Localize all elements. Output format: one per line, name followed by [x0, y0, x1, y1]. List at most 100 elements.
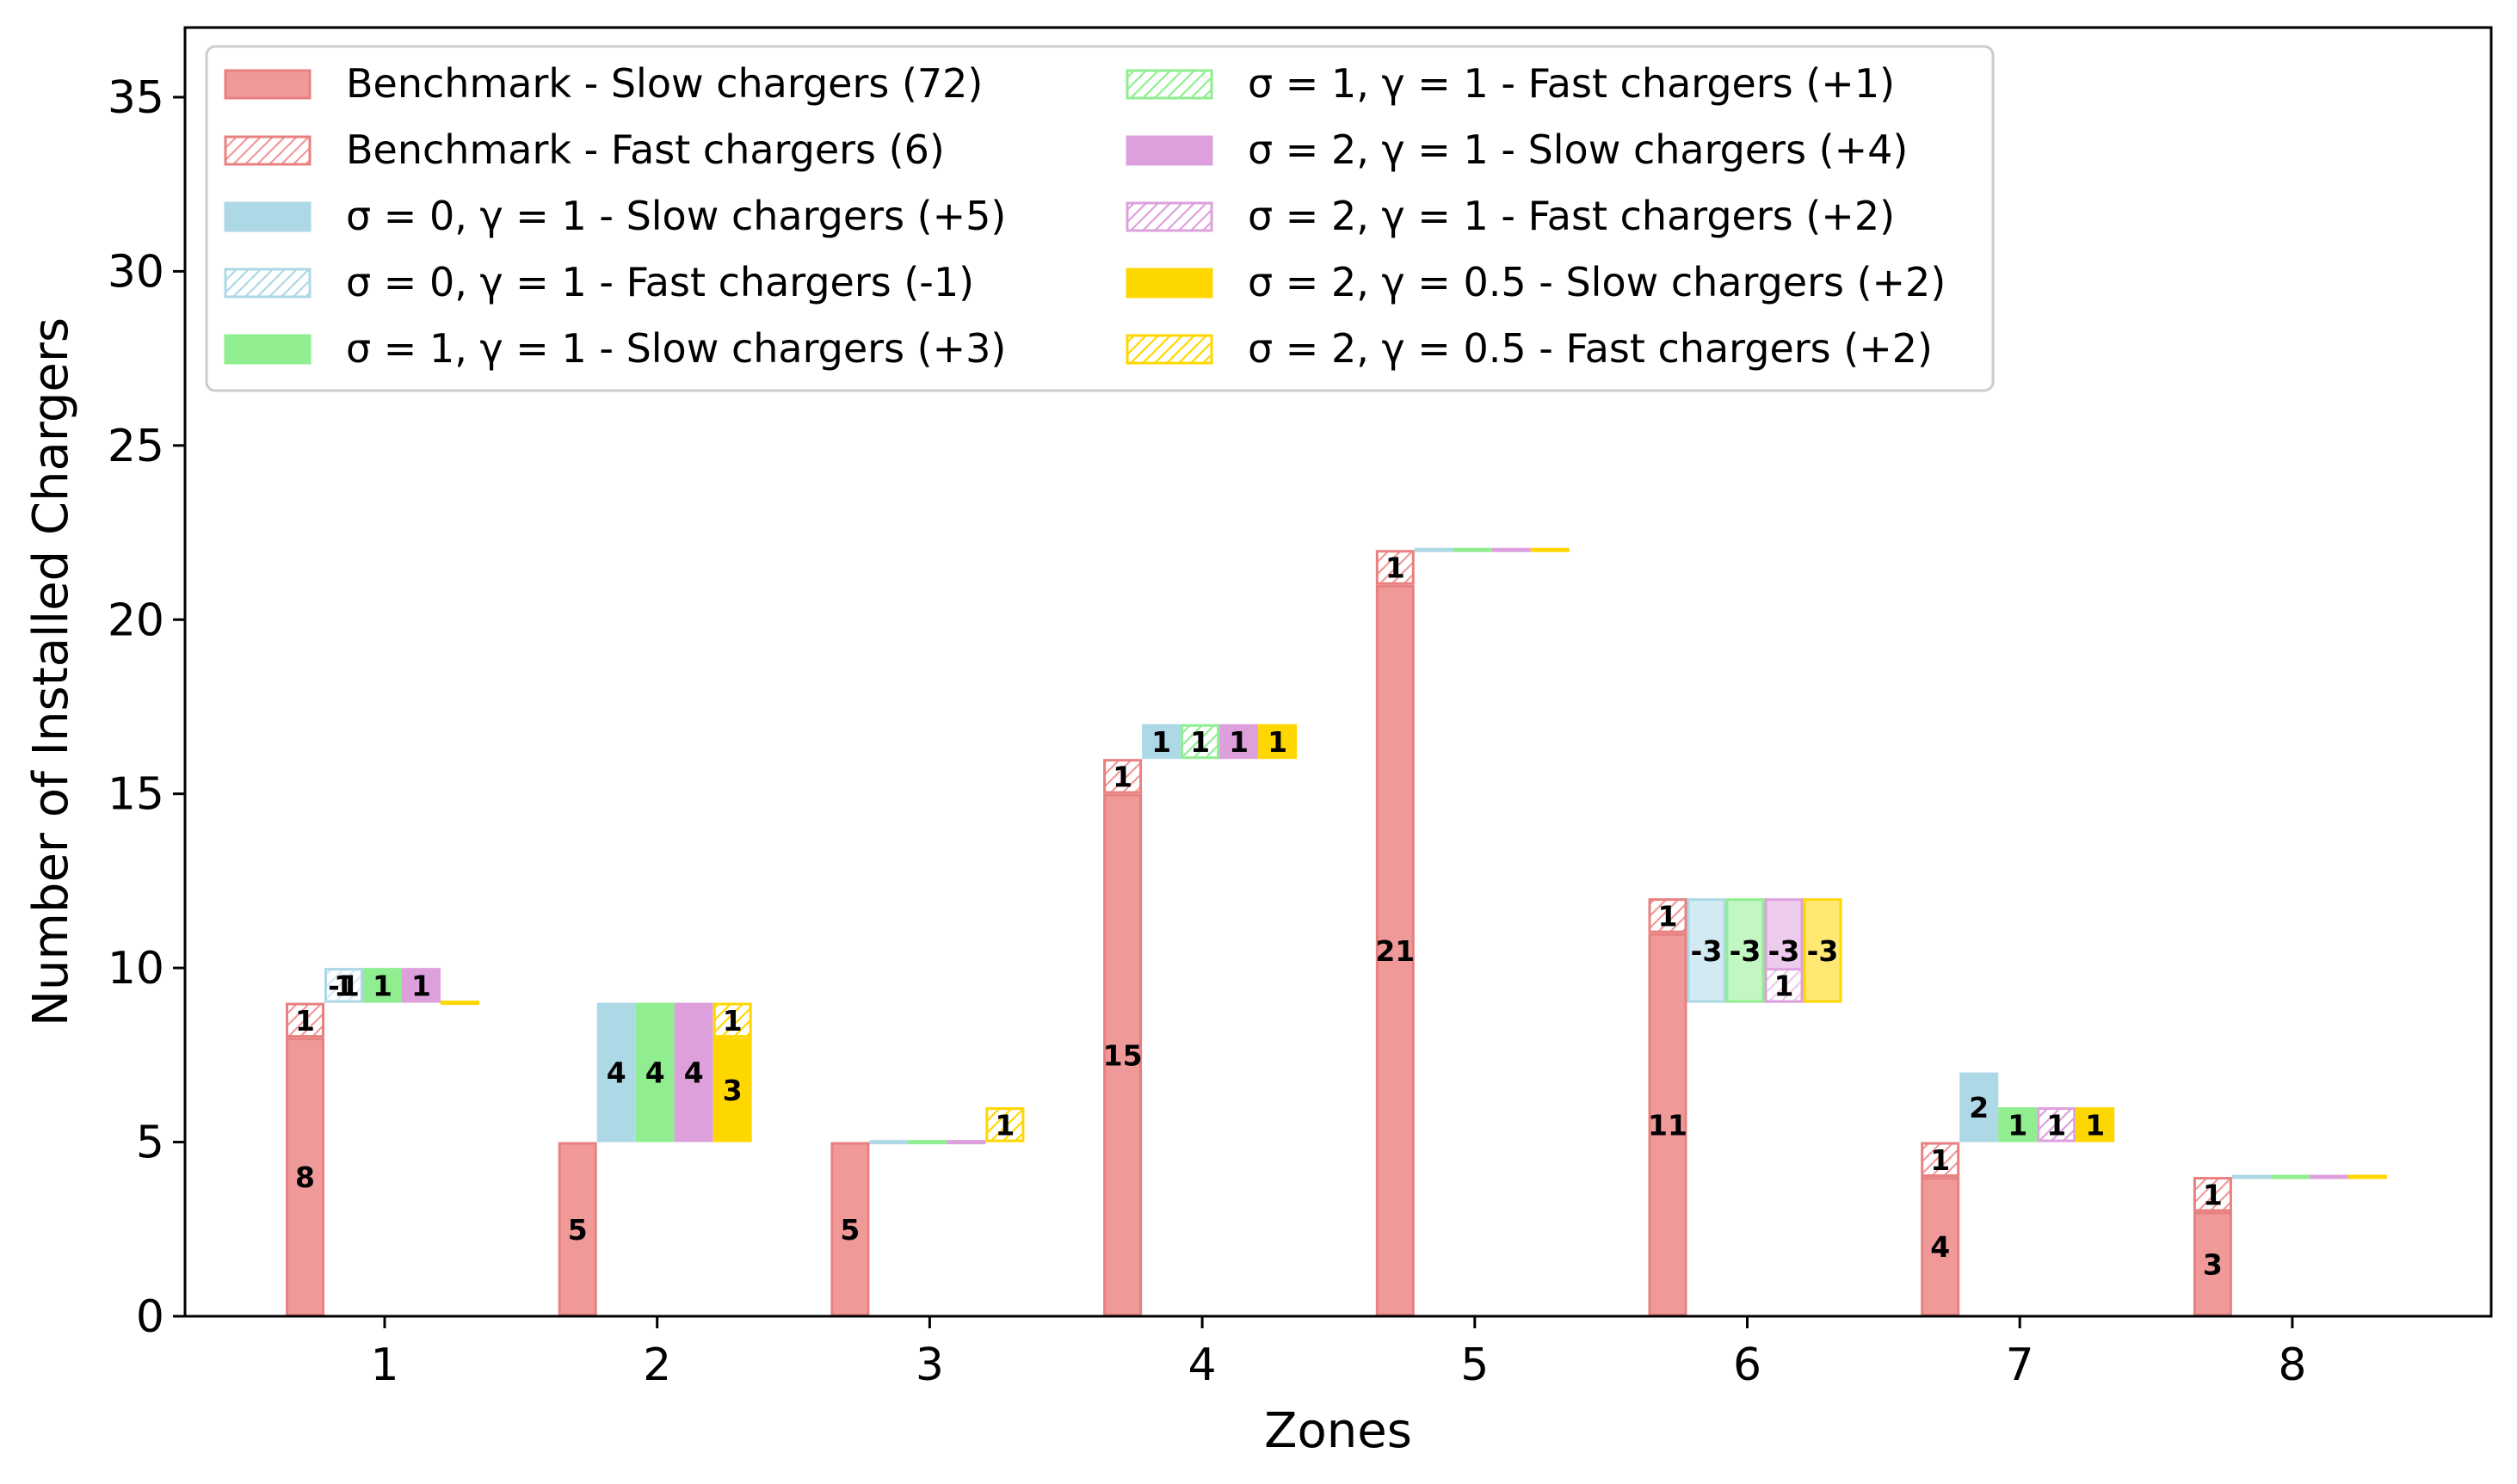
- plot-frame: [183, 26, 2493, 1318]
- y-tick-label-10: 10: [108, 943, 164, 994]
- bar-benchmark-slow-zone-7-label: 4: [1930, 1230, 1950, 1264]
- bar-benchmark-slow-zone-8-label: 3: [2203, 1247, 2223, 1281]
- bar-s0g1-slow-zone-6-label: -3: [1691, 934, 1723, 968]
- bars-layer: [286, 547, 2387, 1317]
- bar-s2g05-slow-zone-4: [1258, 724, 1298, 760]
- y-tick-label-15: 15: [108, 769, 164, 821]
- bar-s1g1-fast-zone-4: [1181, 724, 1220, 760]
- bar-s0g1-slow-zone-7-label: 2: [1969, 1091, 1989, 1124]
- y-tick-label-20: 20: [108, 594, 164, 646]
- bar-s2g1-slow-zone-2-label: 4: [684, 1056, 704, 1090]
- bar-s0g1-slow-zone-4-label: 1: [1151, 725, 1171, 759]
- bar-s1g1-slow-zone-1-label: 1: [373, 969, 392, 1002]
- legend-swatch-9: [1126, 334, 1213, 365]
- bar-benchmark-slow-zone-5-label: 21: [1375, 934, 1415, 968]
- bar-s1g1-slow-zone-6-label: -3: [1730, 934, 1761, 968]
- legend-swatch-8: [1126, 268, 1213, 299]
- bar-s2g1-slow-zone-6-label: -3: [1768, 934, 1800, 968]
- legend-label-1: Benchmark - Fast chargers (6): [346, 126, 945, 173]
- bar-s1g1-slow-zone-2-label: 4: [645, 1056, 665, 1090]
- bar-benchmark-fast-zone-1: [286, 1002, 324, 1038]
- x-tick-label-2: 2: [643, 1339, 671, 1391]
- bar-s0g1-slow-zone-2-label: 4: [607, 1056, 626, 1090]
- bar-s1g1-slow-zone-7: [1998, 1107, 2038, 1142]
- bar-benchmark-fast-zone-6-label: 1: [1658, 899, 1678, 933]
- bar-benchmark-slow-zone-1-label: 8: [295, 1161, 315, 1194]
- bar-s0g1-fast-zone-1-label: -1: [328, 969, 360, 1002]
- bar-benchmark-slow-zone-2-label: 5: [568, 1213, 588, 1247]
- legend-swatch-5: [1126, 69, 1213, 100]
- bar-s2g05-slow-zone-4-label: 1: [1268, 725, 1287, 759]
- bar-s2g1-fast-zone-6-label: 1: [1774, 969, 1794, 1002]
- bar-benchmark-slow-zone-4: [1103, 793, 1143, 1316]
- bar-benchmark-slow-zone-6-label: 11: [1648, 1108, 1687, 1142]
- legend-label-5: σ = 1, γ = 1 - Fast chargers (+1): [1248, 60, 1895, 107]
- bar-benchmark-fast-zone-4-label: 1: [1113, 760, 1132, 793]
- x-tick-label-6: 6: [1733, 1339, 1761, 1391]
- bar-benchmark-fast-zone-6: [1648, 898, 1687, 933]
- bar-s2g05-fast-zone-2: [713, 1002, 752, 1038]
- bar-s1g1-slow-zone-2: [635, 1002, 675, 1142]
- y-tick-label-35: 35: [108, 72, 164, 124]
- bar-benchmark-fast-zone-1-label: 1: [295, 1004, 315, 1038]
- bar-s2g1-fast-zone-7: [2037, 1107, 2076, 1142]
- bar-s2g1-slow-zone-1-label: 1: [411, 969, 431, 1002]
- bar-s2g1-fast-zone-7-label: 1: [2046, 1108, 2066, 1142]
- bar-benchmark-slow-zone-5: [1375, 584, 1415, 1316]
- bar-benchmark-fast-zone-5-label: 1: [1385, 551, 1405, 585]
- y-tick-label-5: 5: [136, 1118, 164, 1169]
- bar-s2g05-slow-zone-6: [1803, 898, 1842, 1003]
- bar-s1g1-slow-zone-7-label: 1: [2008, 1108, 2027, 1142]
- bar-s1g1-slow-zone-6: [1725, 898, 1765, 1003]
- legend-swatch-0: [224, 69, 312, 100]
- bar-benchmark-fast-zone-4: [1103, 759, 1143, 794]
- bar-s0g1-slow-zone-7: [1959, 1072, 1999, 1142]
- bar-s2g05-slow-zone-2: [713, 1038, 752, 1142]
- bar-s2g05-fast-zone-3-label: 1: [995, 1108, 1015, 1142]
- bar-benchmark-fast-zone-7: [1921, 1142, 1960, 1178]
- bar-benchmark-slow-zone-7: [1921, 1177, 1960, 1317]
- bar-s2g05-slow-zone-2-label: 3: [723, 1074, 743, 1107]
- legend-label-2: σ = 0, γ = 1 - Slow chargers (+5): [346, 193, 1006, 239]
- bar-benchmark-fast-zone-8-label: 1: [2203, 1178, 2223, 1211]
- bar-s2g1-slow-zone-4-label: 1: [1229, 725, 1249, 759]
- bar-s2g05-slow-zone-6-label: -3: [1807, 934, 1839, 968]
- y-tick-label-30: 30: [108, 246, 164, 298]
- legend-swatch-3: [224, 268, 312, 299]
- y-axis-title: Number of Installed Chargers: [23, 317, 79, 1026]
- legend-swatch-7: [1126, 201, 1213, 232]
- bar-benchmark-fast-zone-8: [2193, 1177, 2232, 1212]
- bar-s0g1-slow-zone-2: [596, 1002, 636, 1142]
- bar-s2g05-fast-zone-2-label: 1: [723, 1004, 743, 1038]
- x-axis-title: Zones: [1264, 1403, 1412, 1459]
- bar-s0g1-slow-zone-1-label: 1: [334, 969, 354, 1002]
- bar-s2g1-slow-zone-2: [674, 1002, 713, 1142]
- y-tick-label-25: 25: [108, 421, 164, 472]
- legend-label-9: σ = 2, γ = 0.5 - Fast chargers (+2): [1248, 325, 1933, 372]
- legend-label-7: σ = 2, γ = 1 - Fast chargers (+2): [1248, 193, 1895, 239]
- legend-label-4: σ = 1, γ = 1 - Slow chargers (+3): [346, 325, 1006, 372]
- bar-s2g1-slow-zone-1: [402, 968, 441, 1003]
- bar-benchmark-slow-zone-4-label: 15: [1103, 1038, 1143, 1072]
- bar-s1g1-fast-zone-4-label: 1: [1190, 725, 1210, 759]
- legend-label-0: Benchmark - Slow chargers (72): [346, 60, 983, 107]
- bar-s2g1-fast-zone-6: [1764, 968, 1804, 1003]
- bar-s0g1-fast-zone-1: [324, 968, 363, 1003]
- bar-s0g1-slow-zone-4: [1142, 724, 1181, 760]
- legend-label-6: σ = 2, γ = 1 - Slow chargers (+4): [1248, 126, 1908, 173]
- legend-swatch-2: [224, 201, 312, 232]
- bar-benchmark-fast-zone-7-label: 1: [1930, 1143, 1950, 1177]
- x-tick-label-5: 5: [1460, 1339, 1489, 1391]
- x-tick-label-3: 3: [916, 1339, 944, 1391]
- bar-s2g05-fast-zone-3: [985, 1107, 1025, 1142]
- bar-s1g1-slow-zone-1: [363, 968, 402, 1003]
- legend-swatch-6: [1126, 135, 1213, 166]
- bar-s0g1-slow-zone-6: [1687, 898, 1726, 1003]
- legend-swatch-1: [224, 135, 312, 166]
- bar-benchmark-slow-zone-3-label: 5: [840, 1213, 860, 1247]
- bar-benchmark-fast-zone-5: [1375, 550, 1415, 585]
- x-tick-label-1: 1: [370, 1339, 398, 1391]
